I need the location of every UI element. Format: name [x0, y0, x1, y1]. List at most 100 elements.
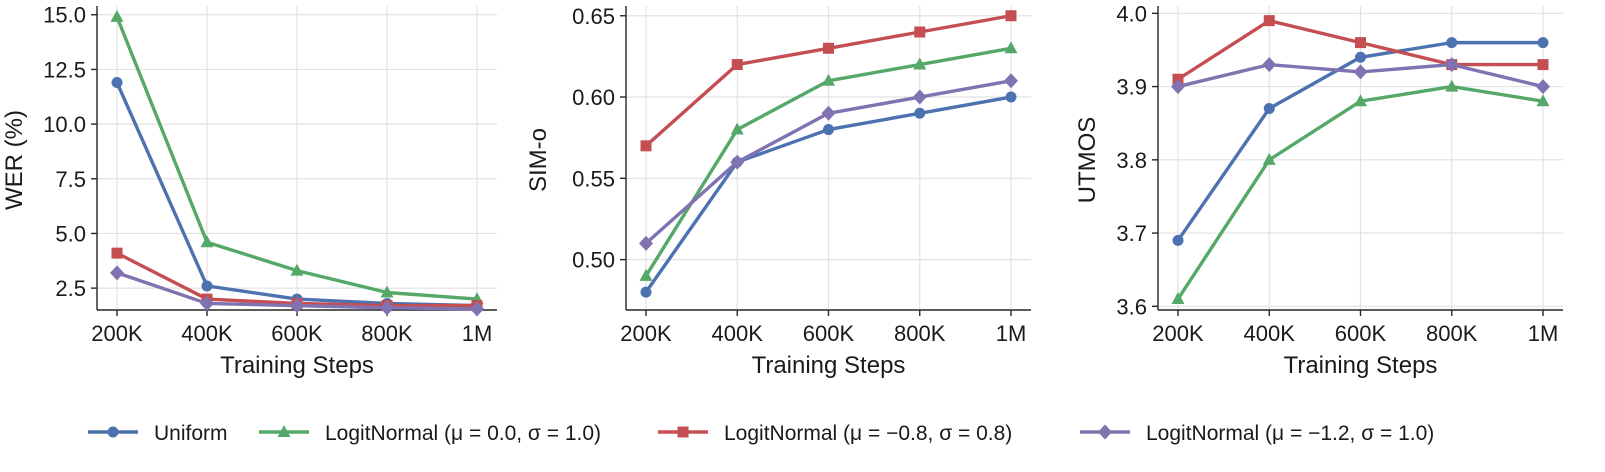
data-point: [1537, 37, 1549, 49]
data-point: [1263, 15, 1275, 27]
data-point: [111, 247, 123, 259]
data-point: [913, 57, 927, 70]
series-3: [640, 10, 1017, 152]
data-point: [1172, 234, 1184, 246]
data-point: [730, 122, 744, 135]
legend-swatch-marker: [107, 426, 119, 438]
x-tick-label: 400K: [1244, 321, 1296, 346]
x-tick-label: 600K: [1335, 321, 1387, 346]
data-point: [1354, 94, 1367, 107]
gridlines: [626, 6, 1031, 310]
legend-swatch-marker: [277, 425, 291, 437]
legend-swatch-marker: [677, 426, 689, 438]
legend-swatch-marker: [1098, 424, 1112, 440]
data-point: [380, 285, 394, 298]
data-point: [200, 295, 214, 311]
data-point: [201, 280, 213, 292]
chart-panel-3: 200K 400K 600K 800K 1M 3.6 3.7 3.8 3.9 4.0 Trainin…: [1074, 1, 1563, 379]
x-tick-label: 1M: [1528, 321, 1559, 346]
data-point: [1355, 51, 1366, 63]
data-point: [1445, 79, 1459, 92]
y-tick-label: 3.9: [1116, 75, 1147, 100]
x-tick-label: 1M: [462, 321, 493, 346]
y-tick-label: 4.0: [1116, 1, 1147, 26]
x-tick-label: 600K: [803, 321, 855, 346]
data-point: [1355, 37, 1366, 49]
chart-panel-2: 200K 400K 600K 800K 1M 0.50 0.55 0.60 0.65 Traini…: [525, 4, 1031, 379]
data-point: [1537, 59, 1549, 71]
data-point: [823, 42, 834, 54]
legend-label: LogitNormal (μ = −0.8, σ = 0.8): [724, 422, 1012, 445]
data-point: [1262, 57, 1277, 73]
y-tick-label: 3.7: [1116, 221, 1147, 246]
y-tick-label: 0.55: [572, 166, 615, 191]
data-point: [822, 73, 835, 86]
data-point: [1536, 79, 1550, 95]
data-point: [639, 268, 653, 281]
y-tick-label: 12.5: [43, 57, 86, 82]
data-point: [1262, 152, 1276, 165]
data-point: [1004, 41, 1018, 54]
data-point: [1353, 64, 1368, 80]
series-4: [639, 73, 1018, 251]
legend-label: Uniform: [154, 422, 228, 445]
y-tick-label: 3.6: [1116, 294, 1147, 319]
legend-label: LogitNormal (μ = 0.0, σ = 1.0): [325, 422, 601, 445]
y-tick-label: 5.0: [55, 221, 86, 246]
data-point: [1005, 91, 1017, 103]
y-axis-title: SIM-o: [525, 128, 552, 192]
y-tick-label: 15.0: [43, 3, 86, 28]
series-1: [1172, 37, 1549, 246]
y-axis-title: WER (%): [1, 110, 28, 210]
x-axis-title: Training Steps: [220, 352, 374, 379]
series-2: [639, 41, 1018, 281]
x-tick-label: 800K: [1426, 321, 1478, 346]
y-tick-label: 2.5: [55, 276, 86, 301]
data-point: [1171, 292, 1185, 305]
legend-entry-4: LogitNormal (μ = −1.2, σ = 1.0): [1080, 422, 1434, 445]
x-tick-label: 600K: [271, 321, 323, 346]
y-tick-label: 3.8: [1116, 148, 1147, 173]
y-tick-label: 0.60: [572, 85, 615, 110]
x-tick-label: 800K: [894, 321, 946, 346]
series-4: [110, 265, 484, 317]
data-point: [110, 9, 124, 22]
legend-label: LogitNormal (μ = −1.2, σ = 1.0): [1146, 422, 1434, 445]
data-point: [290, 263, 304, 276]
data-point: [111, 77, 123, 89]
y-tick-label: 10.0: [43, 112, 86, 137]
y-tick-label: 7.5: [55, 167, 86, 192]
data-point: [730, 154, 745, 170]
legend-entry-2: LogitNormal (μ = 0.0, σ = 1.0): [259, 422, 601, 445]
data-point: [823, 124, 834, 136]
data-point: [914, 26, 926, 38]
data-point: [200, 235, 214, 248]
y-tick-label: 0.50: [572, 248, 615, 273]
data-point: [640, 286, 652, 298]
series-2: [1171, 79, 1550, 305]
x-axis-title: Training Steps: [752, 352, 906, 379]
data-point: [912, 89, 927, 105]
x-tick-label: 200K: [1152, 321, 1204, 346]
data-point: [1171, 79, 1185, 95]
x-tick-label: 1M: [996, 321, 1027, 346]
x-tick-label: 200K: [91, 321, 143, 346]
data-point: [110, 265, 124, 281]
data-point: [1004, 73, 1018, 89]
data-point: [639, 235, 653, 251]
x-tick-label: 400K: [712, 321, 764, 346]
x-tick-label: 400K: [181, 321, 233, 346]
data-point: [731, 59, 743, 71]
data-point: [1536, 94, 1550, 107]
data-point: [821, 105, 836, 121]
legend-entry-3: LogitNormal (μ = −0.8, σ = 0.8): [658, 422, 1012, 445]
legend: Uniform LogitNormal (μ = 0.0, σ = 1.0) Log…: [88, 422, 1434, 445]
data-point: [290, 298, 304, 314]
data-point: [1446, 37, 1458, 49]
x-tick-label: 800K: [361, 321, 413, 346]
legend-entry-1: Uniform: [88, 422, 228, 445]
y-axis-title: UTMOS: [1074, 117, 1101, 204]
x-axis-title: Training Steps: [1284, 352, 1438, 379]
x-tick-label: 200K: [620, 321, 672, 346]
